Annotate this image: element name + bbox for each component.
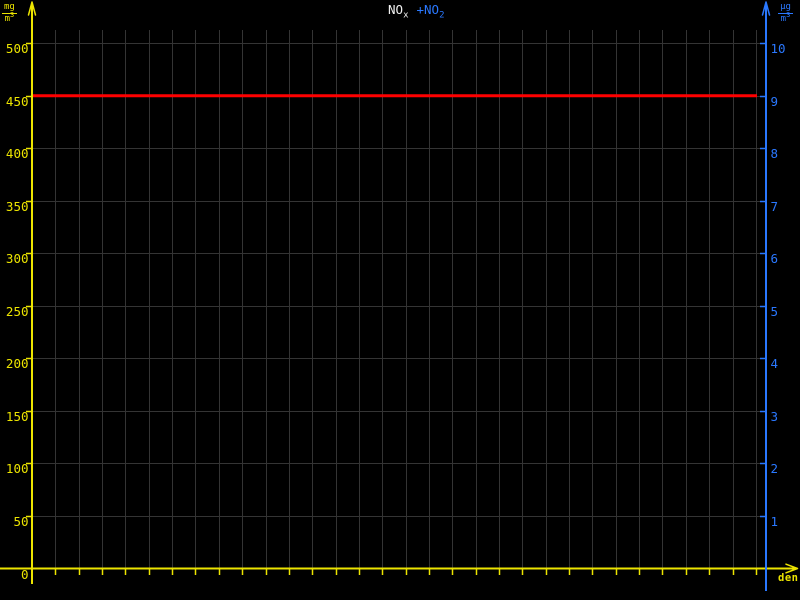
chart-title: NOx +NO2 [388,2,444,21]
left-axis-unit-numerator: mg [2,2,17,14]
left-axis-tick-label: 100 [6,461,29,476]
left-unit-den-exponent: 3 [10,11,15,19]
right-axis-tick-label: 8 [771,146,779,161]
left-axis-tick-label: 50 [13,514,28,529]
left-axis-tick-label: 400 [6,146,29,161]
right-axis-tick-label: 7 [771,199,779,214]
right-axis-unit-numerator: µg [778,2,793,14]
left-axis-tick-label: 350 [6,199,29,214]
right-axis-tick-label: 2 [771,461,779,476]
left-axis-tick-label: 300 [6,251,29,266]
right-axis-arrow-icon [761,1,771,16]
right-axis-tick-label: 9 [771,94,779,109]
left-axis-unit-label: mg m3 [2,2,17,24]
right-axis-tick-label: 5 [771,304,779,319]
right-axis-unit-label: µg m3 [775,2,796,24]
left-axis-tick-label: 150 [6,409,29,424]
right-axis-tick-label: 1 [771,514,779,529]
right-axis-tick-label: 3 [771,409,779,424]
right-unit-den-exponent: 3 [786,11,791,19]
left-axis-tick-label: 450 [6,94,29,109]
right-unit-den-base: m [780,14,787,24]
x-axis-label: den [778,572,799,584]
right-axis-unit-denominator: m3 [775,11,796,24]
legend-nox-base: NO [388,2,404,17]
right-axis-tick-label: 4 [771,356,779,371]
left-axis-tick-label: 0 [21,567,29,582]
right-axis-tick-label: 6 [771,251,779,266]
legend-nox: NOx [388,2,408,21]
right-axis-tick-label: 10 [771,41,786,56]
left-unit-den-base: m [4,14,11,24]
left-axis-unit-denominator: m3 [2,11,17,24]
left-axis-tick-label: 500 [6,41,29,56]
left-axis-tick-label: 200 [6,356,29,371]
left-axis-tick-label: 250 [6,304,29,319]
legend-nox-subscript: x [403,10,409,21]
legend-no2: +NO2 [416,2,444,21]
legend-no2-base: +NO [416,2,440,17]
left-axis-arrow-icon [27,1,37,16]
legend-no2-subscript: 2 [439,10,445,21]
x-axis-arrow-icon [785,563,799,574]
